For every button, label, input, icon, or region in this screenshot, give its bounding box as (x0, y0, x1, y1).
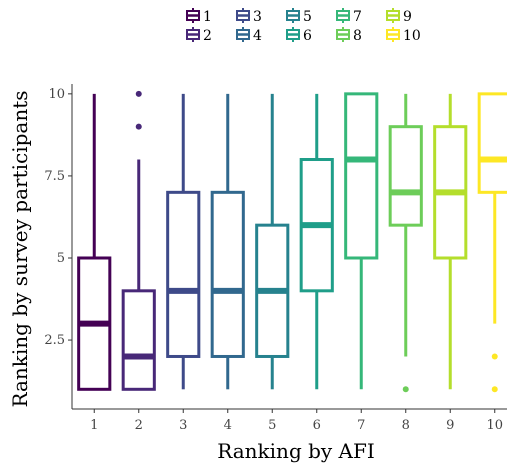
x-tick-label: 5 (268, 418, 276, 433)
x-tick-label: 8 (402, 418, 410, 433)
legend-item-3: 3 (236, 8, 262, 25)
y-tick-label: 10 (48, 87, 65, 102)
legend-label: 3 (253, 9, 262, 25)
x-tick-label: 3 (179, 418, 187, 433)
box-6 (299, 93, 334, 390)
box-3 (166, 93, 201, 390)
box-10 (477, 92, 507, 393)
box-body (166, 190, 201, 358)
x-tick-label: 10 (486, 418, 503, 433)
outlier-point (491, 386, 498, 393)
outlier-point (135, 90, 142, 97)
y-tick-label: 5 (57, 251, 65, 266)
box-body (344, 92, 379, 260)
y-tick-label: 7.5 (44, 169, 65, 184)
x-tick-label: 1 (90, 418, 98, 433)
legend-item-7: 7 (336, 8, 362, 25)
legend-label: 4 (253, 28, 262, 44)
legend-item-5: 5 (286, 8, 312, 25)
box-body (121, 289, 156, 391)
box-8 (388, 93, 423, 393)
y-axis-title: Ranking by survey participants (8, 90, 32, 407)
x-tick-label: 4 (224, 418, 232, 433)
box-body (477, 92, 507, 194)
y-axis: 2.5 5 7.5 10 (44, 84, 73, 409)
x-tick-label: 7 (357, 418, 365, 433)
box-body (388, 125, 423, 227)
box-4 (210, 93, 245, 390)
x-tick-label: 9 (446, 418, 454, 433)
box-body (210, 190, 245, 358)
plot-area (77, 90, 507, 393)
x-axis: 1 2 3 4 5 6 7 8 9 10 (72, 408, 507, 433)
x-tick-label: 2 (135, 418, 143, 433)
legend-label: 7 (353, 9, 362, 25)
legend-item-1: 1 (186, 8, 212, 25)
outlier-point (402, 386, 409, 393)
box-5 (255, 93, 290, 390)
x-axis-title: Ranking by AFI (217, 439, 375, 463)
legend-item-2: 2 (186, 27, 212, 44)
outlier-point (135, 123, 142, 130)
legend: 1 2 3 4 5 6 7 8 9 10 (186, 8, 421, 44)
box-9 (433, 93, 468, 390)
legend-item-9: 9 (386, 8, 412, 25)
box-2 (121, 90, 156, 391)
box-7 (344, 92, 379, 390)
legend-label: 5 (303, 9, 312, 25)
box-1 (77, 93, 112, 391)
legend-label: 8 (353, 28, 362, 44)
x-tick-label: 6 (313, 418, 321, 433)
legend-item-10: 10 (386, 27, 421, 44)
legend-item-8: 8 (336, 27, 362, 44)
legend-label: 9 (403, 9, 412, 25)
legend-label: 6 (303, 28, 312, 44)
legend-label: 1 (203, 9, 212, 25)
legend-item-4: 4 (236, 27, 262, 44)
legend-label: 10 (403, 28, 421, 44)
legend-item-6: 6 (286, 27, 312, 44)
legend-label: 2 (203, 28, 212, 44)
outlier-point (491, 353, 498, 360)
y-tick-label: 2.5 (44, 333, 65, 348)
